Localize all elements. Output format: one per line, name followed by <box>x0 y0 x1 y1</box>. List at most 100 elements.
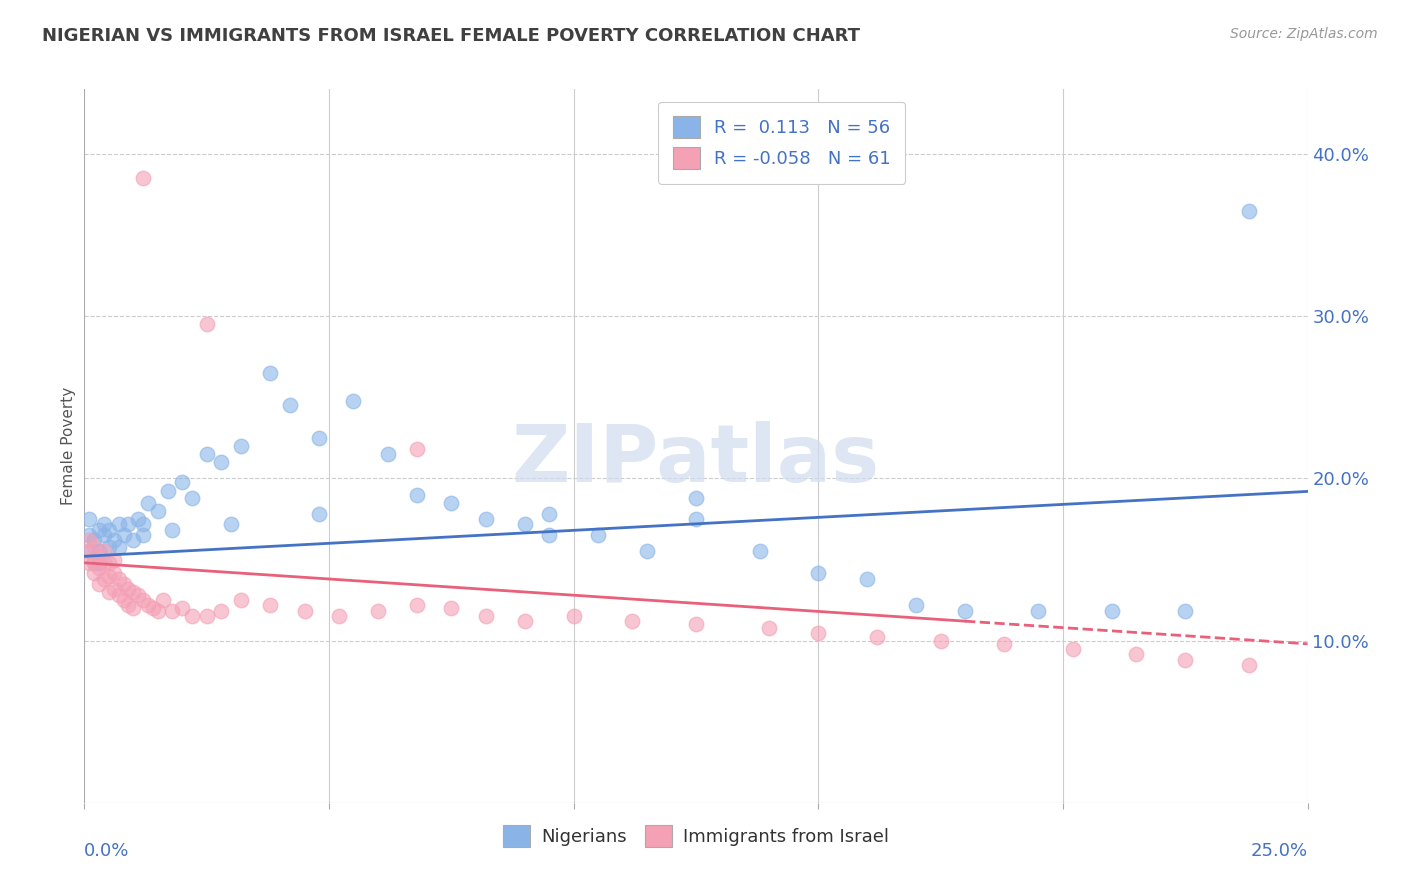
Point <box>77 512 100 526</box>
Point <box>83 540 105 554</box>
Point <box>127 512 149 526</box>
Point <box>294 604 316 618</box>
Point <box>367 604 389 618</box>
Point <box>122 585 145 599</box>
Point <box>1237 203 1260 218</box>
Point <box>758 621 780 635</box>
Point <box>122 533 145 547</box>
Point <box>229 593 252 607</box>
Point <box>112 593 135 607</box>
Point <box>87 524 110 538</box>
Point <box>406 598 429 612</box>
Point <box>807 566 830 580</box>
Point <box>406 488 429 502</box>
Point <box>142 601 165 615</box>
Point <box>152 593 174 607</box>
Point <box>117 582 139 596</box>
Point <box>259 598 281 612</box>
Point <box>993 637 1015 651</box>
Point <box>513 516 536 531</box>
Point <box>905 598 928 612</box>
Point <box>1237 657 1260 672</box>
Text: 25.0%: 25.0% <box>1250 842 1308 860</box>
Point <box>172 601 194 615</box>
Point <box>87 544 110 558</box>
Point <box>1028 604 1050 618</box>
Y-axis label: Female Poverty: Female Poverty <box>60 387 76 505</box>
Point <box>93 516 115 531</box>
Point <box>77 533 100 547</box>
Point <box>93 572 115 586</box>
Point <box>132 593 155 607</box>
Point <box>219 516 242 531</box>
Point <box>107 588 129 602</box>
Point <box>406 442 429 457</box>
Point <box>103 552 125 566</box>
Text: NIGERIAN VS IMMIGRANTS FROM ISRAEL FEMALE POVERTY CORRELATION CHART: NIGERIAN VS IMMIGRANTS FROM ISRAEL FEMAL… <box>42 27 860 45</box>
Point <box>107 516 129 531</box>
Point <box>474 512 496 526</box>
Point <box>1101 604 1123 618</box>
Point <box>97 585 120 599</box>
Point <box>562 609 585 624</box>
Point <box>87 549 110 564</box>
Point <box>162 604 184 618</box>
Point <box>856 572 879 586</box>
Point <box>117 598 139 612</box>
Point <box>195 447 218 461</box>
Point <box>146 504 169 518</box>
Point <box>377 447 399 461</box>
Point <box>195 318 218 332</box>
Point <box>866 631 889 645</box>
Point <box>685 491 707 505</box>
Point <box>146 604 169 618</box>
Point <box>748 544 770 558</box>
Point <box>93 528 115 542</box>
Point <box>181 491 204 505</box>
Point <box>308 507 330 521</box>
Text: Source: ZipAtlas.com: Source: ZipAtlas.com <box>1230 27 1378 41</box>
Point <box>77 544 100 558</box>
Point <box>127 588 149 602</box>
Point <box>87 577 110 591</box>
Point <box>132 516 155 531</box>
Point <box>807 625 830 640</box>
Point <box>278 399 301 413</box>
Point <box>77 556 100 570</box>
Point <box>929 633 952 648</box>
Point <box>83 533 105 547</box>
Point <box>97 540 120 554</box>
Point <box>209 455 232 469</box>
Point <box>1125 647 1147 661</box>
Point <box>132 171 155 186</box>
Point <box>117 516 139 531</box>
Point <box>440 601 463 615</box>
Point <box>83 556 105 570</box>
Point <box>636 544 658 558</box>
Point <box>229 439 252 453</box>
Point <box>132 528 155 542</box>
Point <box>107 540 129 554</box>
Point <box>97 556 120 570</box>
Text: ZIPatlas: ZIPatlas <box>512 421 880 500</box>
Point <box>209 604 232 618</box>
Point <box>93 556 115 570</box>
Point <box>474 609 496 624</box>
Point <box>685 512 707 526</box>
Point <box>1174 604 1197 618</box>
Point <box>538 528 561 542</box>
Point <box>136 496 159 510</box>
Point <box>107 572 129 586</box>
Point <box>93 544 115 558</box>
Point <box>308 431 330 445</box>
Point <box>538 507 561 521</box>
Point <box>103 566 125 580</box>
Point <box>586 528 609 542</box>
Point <box>83 566 105 580</box>
Point <box>195 609 218 624</box>
Point <box>621 614 644 628</box>
Point <box>77 544 100 558</box>
Point <box>112 577 135 591</box>
Point <box>77 528 100 542</box>
Point <box>87 560 110 574</box>
